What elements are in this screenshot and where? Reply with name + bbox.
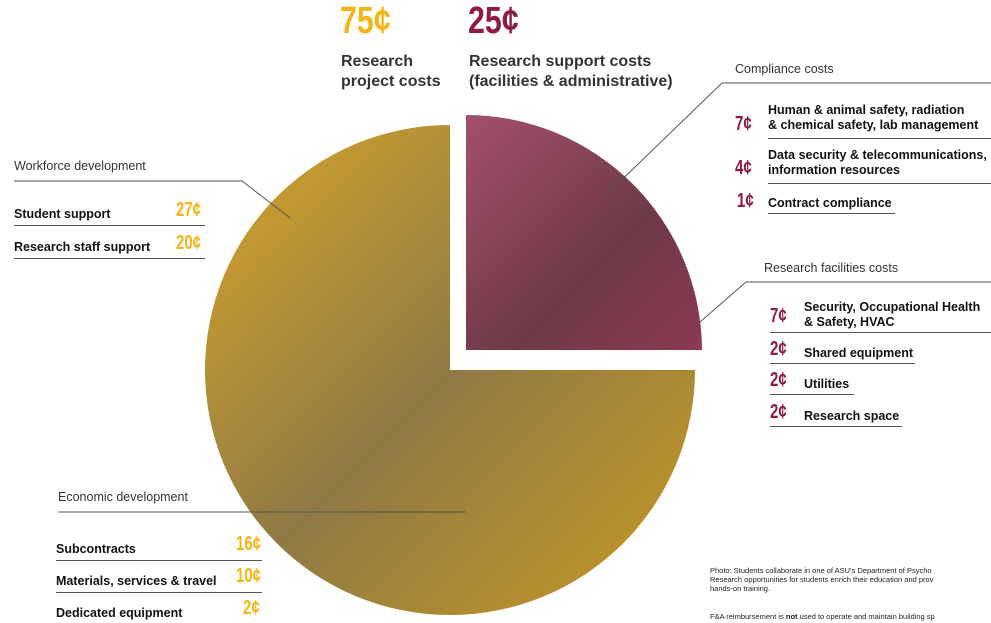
heading: Research support costs(facilities & admi… [469, 52, 673, 92]
text: project costs [341, 72, 441, 92]
item-amount: 10¢ [236, 565, 261, 588]
item-amount: 7¢ [770, 305, 787, 328]
text: & Safety, HVAC [804, 315, 980, 330]
underline [14, 258, 205, 259]
item-label: Dedicated equipment [56, 606, 182, 621]
item-amount: 2¢ [243, 597, 260, 620]
item-label: Research space [804, 409, 899, 424]
text: Security, Occupational Health [804, 300, 980, 315]
item-amount: 20¢ [176, 232, 201, 255]
text: Research [341, 52, 441, 72]
item-amount: 4¢ [735, 157, 752, 180]
text: (facilities & administrative) [469, 72, 673, 92]
text: & chemical safety, lab management [768, 118, 978, 133]
footnote: F&A reimbursement is not used to operate… [710, 612, 935, 621]
underline [770, 332, 991, 333]
amount: 75¢ [340, 0, 391, 43]
section-title: Workforce development [14, 159, 146, 173]
underline [768, 138, 991, 139]
text: F&A reimbursement is [710, 612, 786, 621]
text: Human & animal safety, radiation [768, 103, 978, 118]
text: Research opportunities for students enri… [710, 575, 933, 584]
page: 75¢ 25¢ Researchproject costs Research s… [0, 0, 991, 623]
underline [770, 426, 902, 427]
item-label: Data security & telecommunications,infor… [768, 148, 987, 178]
item-amount: 16¢ [236, 533, 261, 556]
item-label: Human & animal safety, radiation& chemic… [768, 103, 978, 133]
leader-line [605, 83, 991, 196]
item-label: Utilities [804, 377, 849, 392]
text: used to operate and maintain building sp [798, 612, 935, 621]
underline [56, 560, 262, 561]
item-amount: 2¢ [770, 401, 787, 424]
text: hands-on training. [710, 584, 933, 593]
underline [770, 394, 854, 395]
section-title: Economic development [58, 490, 188, 504]
item-label: Shared equipment [804, 346, 913, 361]
underline [770, 363, 915, 364]
section-title: Research facilities costs [764, 261, 898, 275]
underline [14, 225, 205, 226]
item-amount: 1¢ [737, 190, 754, 213]
text: information resources [768, 163, 987, 178]
text: Research support costs [469, 52, 673, 72]
underline [768, 183, 991, 184]
item-amount: 7¢ [735, 113, 752, 136]
item-label: Security, Occupational Health& Safety, H… [804, 300, 980, 330]
underline [56, 592, 262, 593]
item-amount: 2¢ [770, 369, 787, 392]
text: Data security & telecommunications, [768, 148, 987, 163]
item-label: Subcontracts [56, 542, 136, 557]
item-amount: 2¢ [770, 338, 787, 361]
support-slice [466, 115, 702, 350]
text: not [786, 612, 798, 621]
photo-caption: Photo: Students collaborate in one of AS… [710, 566, 933, 593]
item-label: Contract compliance [768, 196, 892, 211]
underline [768, 213, 895, 214]
item-amount: 27¢ [176, 199, 201, 222]
item-label: Student support [14, 207, 111, 222]
amount: 25¢ [468, 0, 519, 43]
item-label: Research staff support [14, 240, 150, 255]
item-label: Materials, services & travel [56, 574, 217, 589]
section-title: Compliance costs [735, 62, 834, 76]
text: Photo: Students collaborate in one of AS… [710, 566, 933, 575]
